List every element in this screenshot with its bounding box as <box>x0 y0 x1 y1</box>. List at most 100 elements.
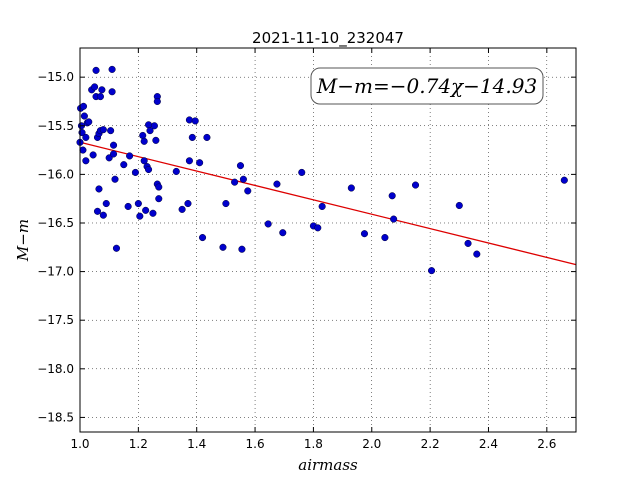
data-point <box>191 117 199 125</box>
data-point <box>79 146 87 154</box>
data-point <box>99 211 107 219</box>
data-point <box>96 93 104 101</box>
x-tick-label: 2.0 <box>362 437 381 451</box>
grid-lines <box>79 48 576 432</box>
data-point <box>112 244 121 252</box>
data-point <box>145 165 153 174</box>
data-point <box>120 161 128 169</box>
x-axis-ticks: 1.0 1.2 1.4 1.6 1.8 2.0 2.2 2.4 2.6 <box>70 48 556 451</box>
x-tick-label: 2.4 <box>479 437 498 451</box>
data-point <box>131 168 139 176</box>
data-point <box>279 229 287 237</box>
y-axis-ticks: −15.0 −15.5 −16.0 −16.5 −17.0 −17.5 −18.0 −18.5 <box>37 70 576 424</box>
data-point <box>244 187 252 195</box>
data-point <box>107 127 115 135</box>
data-point <box>381 234 389 242</box>
y-tick-label: −15.0 <box>37 70 74 84</box>
data-point <box>473 250 481 258</box>
data-point <box>188 133 196 141</box>
data-point <box>126 152 134 160</box>
data-point <box>140 157 148 165</box>
data-point <box>91 83 99 91</box>
data-point <box>560 176 568 184</box>
fit-equation: M−m=−0.74χ−14.93 <box>316 74 537 98</box>
y-tick-label: −15.5 <box>37 119 74 133</box>
data-point <box>222 199 230 208</box>
data-point <box>80 112 88 120</box>
data-point <box>124 202 132 211</box>
data-point <box>219 243 227 251</box>
y-axis-label: M−m <box>14 219 32 262</box>
data-point <box>185 157 193 165</box>
data-point <box>110 150 118 158</box>
data-point <box>231 178 239 186</box>
data-point <box>149 209 157 217</box>
data-point <box>136 212 144 220</box>
annotation-frame <box>310 67 544 105</box>
data-point <box>298 168 306 176</box>
data-point <box>93 207 102 215</box>
data-point <box>236 162 245 170</box>
x-tick-label: 1.6 <box>246 437 265 451</box>
y-tick-label: −17.0 <box>37 265 74 279</box>
data-point <box>108 65 116 73</box>
data-point <box>134 199 142 208</box>
data-point <box>85 118 93 126</box>
data-point <box>172 167 180 176</box>
data-point <box>411 181 420 189</box>
x-tick-label: 1.4 <box>187 437 206 451</box>
data-point <box>95 185 103 193</box>
y-tick-label: −18.5 <box>37 410 74 424</box>
data-point <box>455 201 463 210</box>
y-tick-label: −17.5 <box>37 313 74 327</box>
plot-frame <box>79 47 577 433</box>
data-point <box>184 199 192 208</box>
data-point <box>145 121 153 129</box>
data-point <box>198 234 207 242</box>
data-point <box>111 175 119 183</box>
data-point <box>155 183 163 191</box>
data-point <box>360 230 369 238</box>
data-point <box>146 127 154 135</box>
x-tick-label: 2.2 <box>421 437 440 451</box>
data-point <box>108 88 116 96</box>
fit-line-group <box>79 141 577 266</box>
data-point <box>140 137 148 145</box>
data-point <box>264 220 272 228</box>
data-point <box>150 122 158 130</box>
data-points <box>76 65 568 275</box>
data-point <box>318 202 326 211</box>
data-point <box>314 224 322 232</box>
y-tick-label: −16.0 <box>37 167 74 181</box>
data-point <box>99 126 107 134</box>
data-point <box>102 199 110 208</box>
data-point <box>390 215 398 223</box>
y-tick-label: −16.5 <box>37 216 74 230</box>
x-tick-label: 1.2 <box>129 437 148 451</box>
data-point <box>153 97 161 106</box>
data-point <box>82 157 90 165</box>
data-point <box>110 141 118 149</box>
x-tick-label: 2.6 <box>537 437 556 451</box>
y-tick-label: −18.0 <box>37 362 74 376</box>
data-point <box>98 86 106 94</box>
data-point <box>464 239 472 247</box>
data-point <box>238 245 246 253</box>
data-point <box>178 205 186 213</box>
data-point <box>139 131 147 140</box>
data-point <box>79 102 88 110</box>
data-point <box>92 66 100 74</box>
data-point <box>273 180 281 188</box>
data-point <box>347 184 355 192</box>
fit-annotation-box: M−m=−0.74χ−14.93 <box>310 67 544 105</box>
data-point <box>239 175 247 183</box>
data-point <box>388 192 396 200</box>
x-tick-label: 1.8 <box>304 437 323 451</box>
data-point <box>142 206 150 214</box>
chart-title: 2021-11-10_232047 <box>252 29 404 48</box>
data-point <box>428 267 436 275</box>
data-point <box>203 133 211 141</box>
data-point <box>196 159 204 167</box>
x-tick-label: 1.0 <box>70 437 89 451</box>
